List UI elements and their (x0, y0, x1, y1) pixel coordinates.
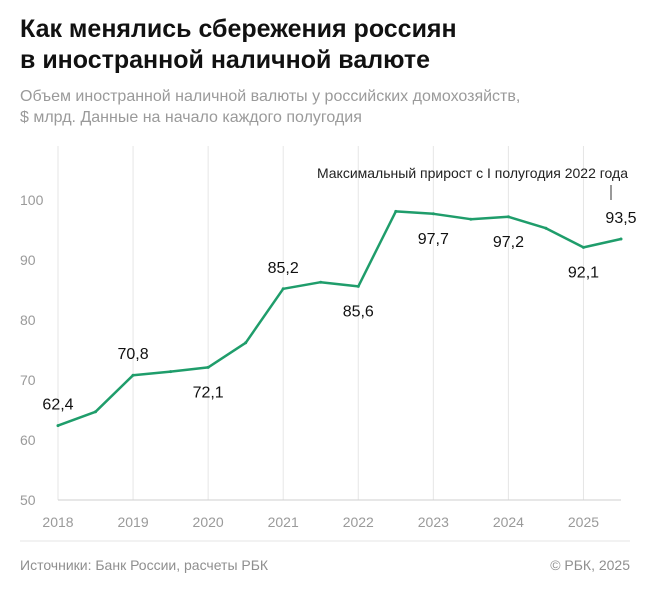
chart-title-line-2: в иностранной наличной валюте (20, 46, 430, 74)
data-label: 93,5 (605, 210, 636, 227)
data-point (619, 237, 623, 241)
y-axis-ticks: 50 60 70 80 90 100 (20, 192, 44, 508)
y-tick-label: 60 (20, 432, 36, 448)
data-point (544, 226, 548, 230)
data-point (319, 280, 323, 284)
copyright: © РБК, 2025 (550, 557, 630, 573)
grid-lines (57, 146, 584, 500)
series-savings (56, 209, 623, 428)
data-label: 85,2 (268, 260, 299, 277)
chart-title-line-1: Как менялись сбережения россиян (20, 15, 457, 43)
annotation: Максимальный прирост с I полугодия 2022 … (317, 165, 628, 200)
x-tick-label: 2022 (343, 514, 374, 530)
annotation-text: Максимальный прирост с I полугодия 2022 … (317, 165, 628, 181)
x-tick-label: 2020 (193, 514, 224, 530)
data-label: 92,1 (568, 264, 599, 281)
x-tick-label: 2024 (493, 514, 524, 530)
y-tick-label: 90 (20, 252, 36, 268)
x-tick-label: 2025 (568, 514, 599, 530)
axes (20, 499, 630, 542)
data-point (506, 215, 510, 219)
data-point (169, 370, 173, 374)
chart-subtitle: Объем иностранной наличной валюты у росс… (20, 86, 620, 128)
data-point (206, 365, 210, 369)
chart-title: Как менялись сбережения россиян в иностр… (20, 14, 620, 76)
data-point (469, 217, 473, 221)
data-labels: 62,4 70,8 72,1 85,2 85,6 97,7 97,2 92,1 93,5 (42, 210, 636, 414)
data-label: 70,8 (117, 346, 148, 363)
data-label: 97,7 (418, 231, 449, 248)
x-tick-label: 2021 (268, 514, 299, 530)
y-tick-label: 100 (20, 192, 44, 208)
x-tick-label: 2018 (42, 514, 73, 530)
chart-subtitle-line-1: Объем иностранной наличной валюты у росс… (20, 88, 521, 105)
data-label: 62,4 (42, 397, 73, 414)
data-point (581, 245, 585, 249)
series-line (56, 210, 623, 427)
chart-subtitle-line-2: $ млрд. Данные на начало каждого полугод… (20, 109, 362, 126)
data-label: 72,1 (193, 384, 224, 401)
source-note: Источники: Банк России, расчеты РБК (20, 557, 269, 573)
data-point (431, 212, 435, 216)
data-point (94, 410, 98, 414)
data-point (394, 209, 398, 213)
data-label: 97,2 (493, 234, 524, 251)
x-axis-ticks: 2018 2019 2020 2021 2022 2023 2024 2025 (42, 514, 599, 530)
data-point (281, 287, 285, 291)
data-point (56, 424, 60, 428)
x-tick-label: 2023 (418, 514, 449, 530)
data-point (356, 284, 360, 288)
y-tick-label: 50 (20, 492, 36, 508)
data-label: 85,6 (343, 303, 374, 320)
y-tick-label: 70 (20, 372, 36, 388)
x-tick-label: 2019 (117, 514, 148, 530)
y-tick-label: 80 (20, 312, 36, 328)
data-point (244, 341, 248, 345)
data-point (131, 373, 135, 377)
